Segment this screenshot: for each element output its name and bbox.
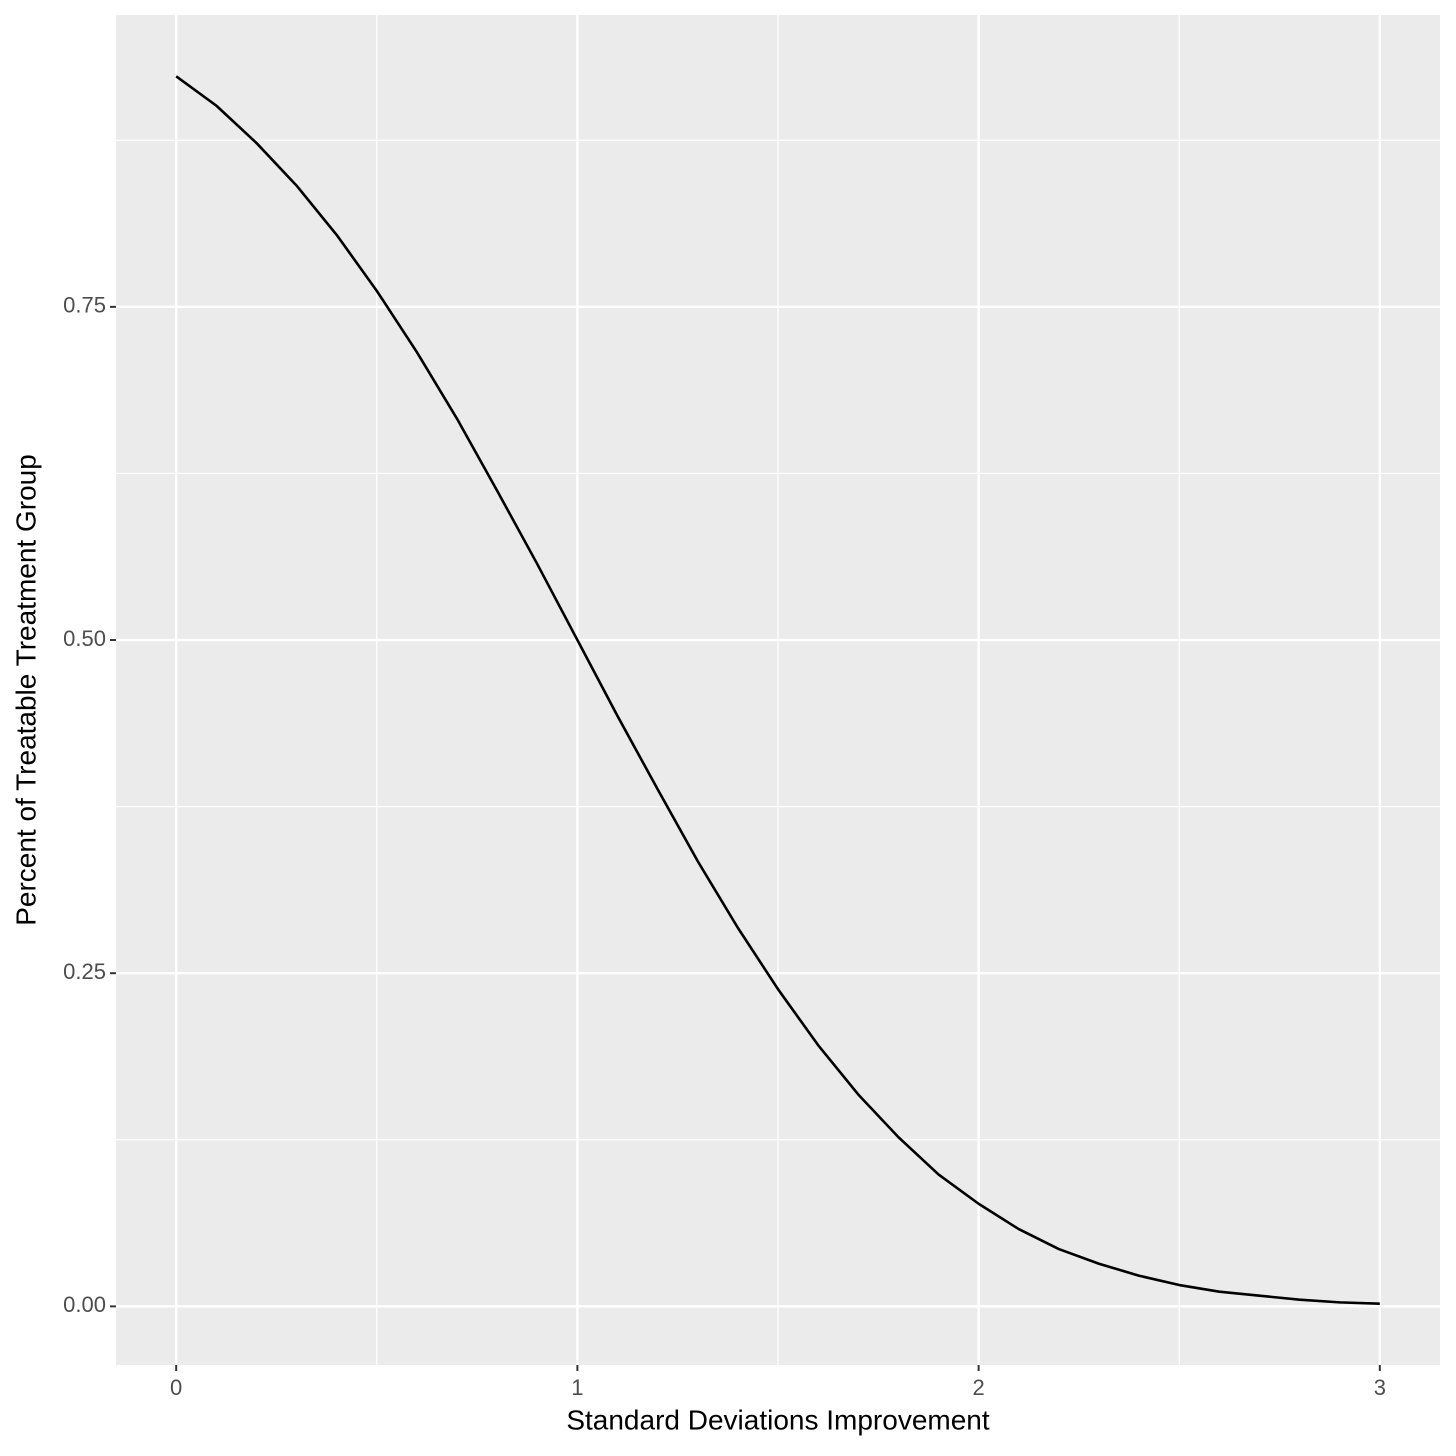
y-tick-label: 0.75 bbox=[63, 293, 106, 318]
x-tick-label: 1 bbox=[571, 1375, 583, 1400]
y-tick-label: 0.25 bbox=[63, 959, 106, 984]
y-tick-label: 0.00 bbox=[63, 1292, 106, 1317]
y-tick-label: 0.50 bbox=[63, 626, 106, 651]
x-tick-label: 3 bbox=[1374, 1375, 1386, 1400]
x-tick-label: 2 bbox=[972, 1375, 984, 1400]
x-tick-label: 0 bbox=[170, 1375, 182, 1400]
line bbox=[175, 75, 1380, 1305]
y-axis-title: Percent of Treatable Treatment Group bbox=[10, 454, 41, 926]
x-axis-title: Standard Deviations Improvement bbox=[566, 1404, 990, 1435]
